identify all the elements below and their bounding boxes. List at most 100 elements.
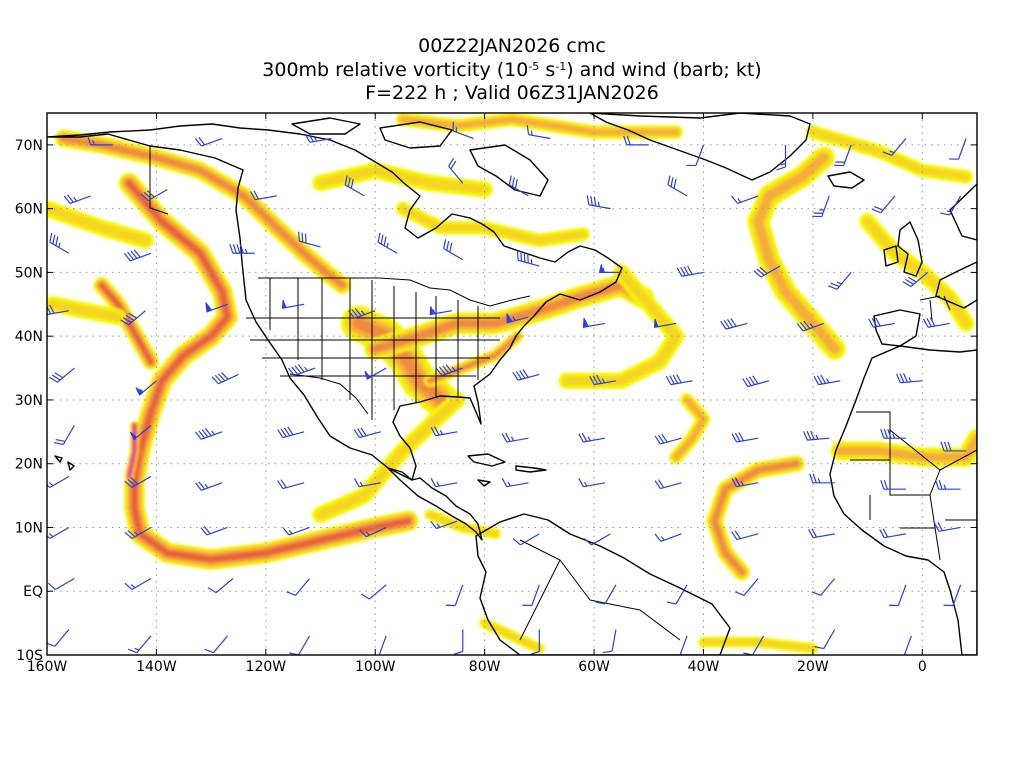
wind-barb — [359, 526, 387, 538]
wind-barb — [286, 578, 311, 596]
wind-barb — [211, 371, 239, 385]
wind-barb — [598, 264, 622, 274]
plot-area — [47, 113, 977, 655]
wind-barb — [922, 317, 950, 328]
wind-barb — [813, 374, 841, 386]
wind-barb — [277, 426, 305, 439]
wind-barb — [879, 528, 906, 539]
title-line-1: 00Z22JAN2026 cmc — [418, 35, 606, 57]
vorticity-band-pacific-low — [99, 283, 153, 364]
wind-barb — [501, 478, 529, 488]
wind-barb — [508, 175, 529, 197]
wind-barb — [586, 195, 611, 210]
wind-barb — [686, 144, 705, 167]
wind-barb — [935, 480, 961, 490]
vorticity-band-atlantic-front — [562, 267, 681, 386]
wind-barb — [583, 533, 611, 546]
wind-barb — [902, 271, 929, 288]
wind-barb — [120, 310, 146, 326]
wind-barb — [676, 265, 704, 277]
wind-barb — [940, 441, 967, 452]
wind-barb — [933, 522, 961, 532]
coastlines — [47, 113, 977, 655]
y-tick-label: 30N — [15, 393, 43, 409]
wind-barb — [47, 577, 75, 591]
wind-barb — [731, 530, 759, 541]
wind-barb — [796, 320, 825, 332]
wind-barb — [453, 629, 464, 655]
vorticity-band-south-america — [481, 620, 543, 652]
wind-barb — [364, 367, 387, 380]
wind-barb — [353, 427, 381, 439]
wind-barb — [205, 302, 228, 313]
wind-barb — [803, 430, 830, 441]
vorticity-band-alaska-arc — [60, 135, 346, 288]
political-borders — [149, 146, 977, 641]
y-tick-label: EQ — [23, 584, 43, 600]
wind-barb — [742, 375, 770, 388]
y-tick-label: 20N — [15, 457, 43, 473]
wind-barb — [753, 265, 781, 278]
wind-barb — [207, 578, 234, 594]
wind-barb — [827, 272, 852, 290]
title-line-3: F=222 h ; Valid 06Z31JAN2026 — [365, 82, 659, 104]
axes: 160W 140W 120W 100W 80W 60W 40W 20W 0 70N 60N 50N 40… — [15, 113, 977, 675]
wind-barb — [602, 629, 617, 654]
wind-barb — [127, 635, 152, 654]
wind-barb — [229, 244, 255, 254]
wind-barb — [512, 369, 540, 381]
wind-barb — [135, 380, 157, 396]
vorticity-band-pacific-max — [128, 424, 136, 478]
wind-barb — [940, 195, 962, 216]
wind-barb — [63, 194, 91, 204]
wind-barb — [595, 584, 617, 605]
wind-barb — [443, 239, 464, 261]
y-tick-label: 10N — [15, 520, 43, 536]
wind-barb — [880, 480, 906, 490]
wind-barb — [430, 478, 458, 488]
wind-barb — [47, 526, 70, 539]
x-tick-label: 100W — [355, 659, 396, 675]
vorticity-band-tropical-hook — [711, 461, 799, 575]
wind-barb — [298, 231, 321, 248]
wind-barbs — [47, 121, 967, 655]
wind-barb — [949, 138, 967, 160]
wind-barb — [304, 133, 332, 143]
wind-barb — [812, 195, 830, 218]
y-tick-label: 10S — [16, 648, 43, 664]
wind-barb — [204, 635, 228, 654]
wind-barb — [731, 195, 759, 204]
wind-barb — [501, 432, 529, 443]
wind-barb — [578, 478, 606, 488]
wind-barb — [888, 584, 907, 607]
wind-barb — [578, 432, 606, 443]
wind-barb — [47, 475, 70, 488]
wind-barb — [811, 578, 836, 596]
wind-barb — [731, 432, 759, 443]
x-tick-label: 40W — [688, 659, 720, 675]
x-tick-label: 60W — [578, 659, 610, 675]
wind-barb — [666, 584, 688, 605]
vorticity-band-pacific-west — [47, 299, 123, 322]
vorticity-band-canada-arctic — [315, 165, 490, 195]
wind-barb — [720, 318, 748, 330]
wind-barb — [530, 629, 540, 655]
wind-barb — [512, 533, 540, 546]
wind-barb — [124, 526, 152, 539]
wind-barb — [448, 157, 464, 184]
wind-barb — [250, 190, 277, 201]
wind-barb — [808, 528, 835, 539]
wind-barb — [123, 249, 152, 262]
wind-barb — [834, 144, 852, 167]
vorticity-band-south-atlantic — [700, 639, 816, 652]
wind-barb — [195, 137, 223, 147]
wind-barb — [809, 473, 835, 484]
wind-barb — [377, 232, 398, 254]
wind-barb — [49, 232, 70, 254]
wind-barb — [653, 318, 677, 328]
wind-barb — [903, 635, 912, 655]
wind-barb — [348, 307, 376, 319]
wind-barb — [868, 317, 896, 328]
wind-barb — [282, 526, 310, 536]
